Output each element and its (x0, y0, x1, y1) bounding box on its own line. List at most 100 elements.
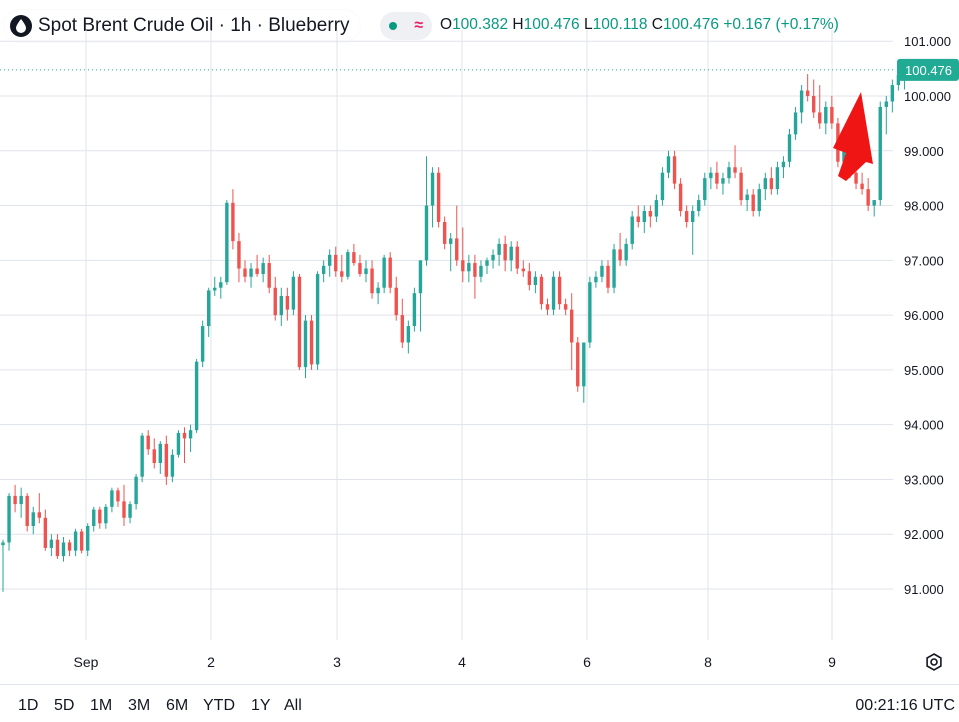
range-5d-button[interactable]: 5D (54, 697, 75, 714)
candle-body (170, 454, 175, 477)
candle-body (273, 287, 277, 316)
open-label: O (440, 16, 453, 33)
range-3m-button[interactable]: 3M (128, 697, 151, 714)
candle-body (527, 271, 532, 285)
candle-body (588, 282, 592, 343)
candle-body (485, 260, 489, 266)
candle-body (315, 274, 320, 365)
candle-body (13, 495, 17, 505)
candle-body (515, 246, 519, 269)
bottom-toolbar: 1D 5D 1M 3M 6M YTD 1Y All 00:21:16 UTC (0, 684, 959, 722)
candle-body (491, 254, 495, 261)
candle-body (727, 167, 731, 179)
candle-body (570, 309, 574, 343)
candle-body (352, 252, 356, 264)
candle-body (691, 211, 695, 222)
candle-body (539, 276, 544, 305)
candle-body (418, 260, 423, 294)
candle-body (207, 290, 211, 327)
candle-body (285, 295, 290, 310)
candle-body (775, 167, 780, 190)
candle-body (769, 178, 774, 190)
close-value: 100.476 (662, 16, 720, 33)
range-1y-button[interactable]: 1Y (251, 697, 271, 714)
candle-body (104, 506, 108, 524)
candle-body (43, 517, 48, 548)
range-ytd-button[interactable]: YTD (203, 697, 235, 714)
range-6m-button[interactable]: 6M (166, 697, 189, 714)
candle-body (1, 542, 5, 546)
y-tick-label: 97.000 (904, 253, 944, 268)
candle-body (128, 504, 132, 518)
wave-icon: ≈ (414, 17, 424, 34)
candle-body (200, 326, 205, 362)
candle-body (7, 495, 11, 543)
candle-body (116, 490, 120, 502)
candle-body (606, 265, 610, 288)
candle-body (249, 268, 253, 277)
candle-body (624, 243, 628, 261)
market-status-pill[interactable]: ≈ (380, 12, 432, 40)
candle-body (860, 183, 864, 190)
candle-body (551, 276, 556, 310)
close-label: C (651, 16, 663, 33)
y-tick-label: 95.000 (904, 363, 944, 378)
red-arrow-annotation (833, 92, 873, 181)
candle-body (787, 134, 792, 162)
candle-body (424, 205, 429, 261)
candle-body (576, 342, 580, 387)
candle-body (872, 200, 876, 206)
candle-body (49, 539, 54, 548)
candle-body (600, 265, 604, 277)
candle-body (303, 320, 308, 368)
candle-body (461, 260, 465, 272)
candle-body (31, 512, 35, 527)
candle-body (122, 501, 126, 518)
open-value: 100.382 (452, 16, 509, 33)
candle-body (697, 200, 701, 212)
gear-icon[interactable] (924, 652, 944, 672)
candle-body (364, 268, 368, 275)
candle-body (509, 246, 513, 261)
candle-body (370, 268, 374, 294)
candle-body (255, 268, 259, 275)
candle-body (213, 287, 217, 291)
candle-body (545, 304, 550, 310)
candle-body (654, 200, 659, 217)
candle-body (400, 315, 404, 343)
candle-body (878, 106, 882, 201)
ohlc-readout: O100.382 H100.476 L100.118 C100.476 +0.1… (440, 16, 839, 34)
candle-body (67, 542, 72, 551)
candle-body (503, 243, 507, 261)
candle-body (309, 320, 314, 365)
candle-body (557, 276, 562, 305)
candle-body (757, 189, 761, 212)
candle-body (110, 490, 114, 507)
candle-body (358, 263, 362, 275)
range-all-button[interactable]: All (284, 697, 302, 714)
candle-body (745, 194, 749, 201)
candle-body (660, 172, 665, 201)
candle-body (467, 263, 471, 272)
candle-body (521, 268, 525, 272)
range-1m-button[interactable]: 1M (90, 697, 113, 714)
candle-body (781, 161, 786, 168)
x-tick-label: 3 (333, 654, 341, 670)
chart-header: Spot Brent Crude Oil · 1h · Blueberry ≈ … (0, 0, 959, 52)
range-1d-button[interactable]: 1D (18, 697, 39, 714)
candle-body (648, 211, 653, 217)
candle-body (134, 476, 138, 505)
candle-body (563, 304, 568, 310)
candlestick-chart[interactable]: 91.000 92.000 93.000 94.000 95.000 96.000 97.0… (0, 0, 959, 684)
last-price-label: 100.476 (905, 63, 952, 78)
x-tick-label: 9 (828, 654, 836, 670)
candle-body (158, 443, 162, 464)
candle-body (291, 276, 296, 310)
candle-body (219, 282, 223, 288)
oil-drop-icon (10, 15, 32, 37)
symbol-title-pill[interactable]: Spot Brent Crude Oil · 1h · Blueberry (4, 10, 360, 42)
candle-body (890, 85, 895, 102)
candle-body (684, 211, 689, 222)
candle-body (267, 263, 271, 288)
candle-body (394, 287, 398, 316)
